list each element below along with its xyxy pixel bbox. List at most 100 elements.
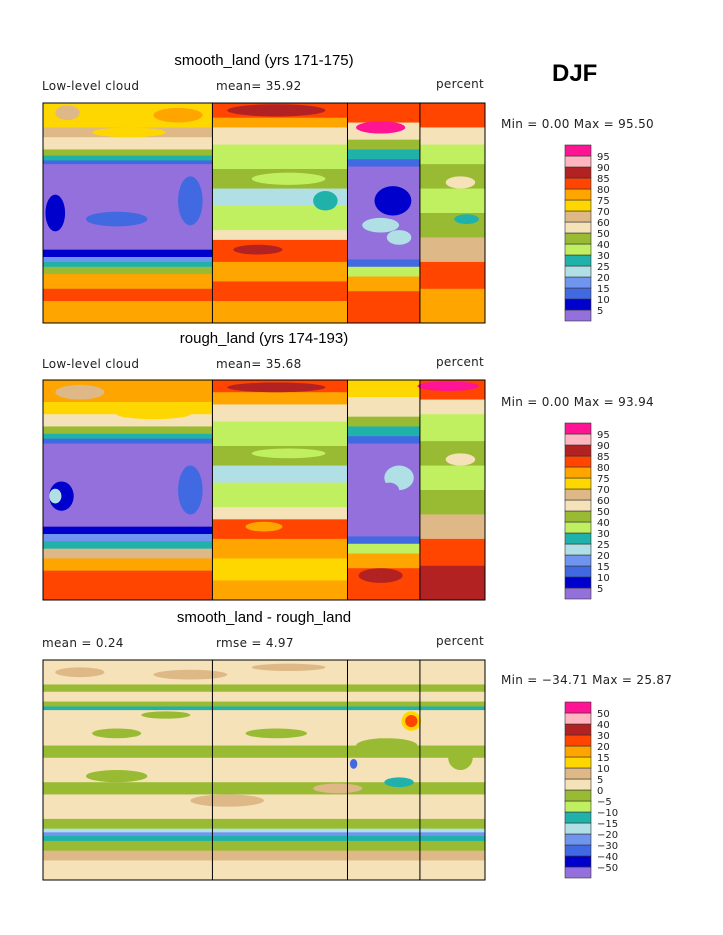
contour-band [43, 149, 213, 157]
colorbar-box [564, 287, 592, 300]
colorbar-tick-label: 10 [597, 573, 610, 584]
contour-blob [233, 244, 283, 255]
contour-blob [362, 217, 400, 233]
colorbar-tick-label: 70 [597, 207, 610, 218]
contour-band [347, 397, 421, 418]
contour-blob [445, 176, 476, 189]
contour-blob [358, 568, 403, 583]
contour-band [43, 438, 213, 445]
contour-band [43, 684, 485, 693]
colorbar-box [564, 466, 592, 479]
contour-blob [55, 105, 80, 121]
colorbar-tick-label: 20 [597, 551, 610, 562]
contour-blob [245, 728, 307, 739]
contour-blob [55, 667, 105, 678]
colorbar-tick-label: 5 [597, 306, 603, 317]
contour-band [212, 538, 348, 559]
colorbar-box [564, 789, 592, 802]
panel-minmax: Min = 0.00 Max = 95.50 [501, 117, 654, 131]
contour-band [43, 701, 485, 707]
colorbar-box [564, 745, 592, 758]
contour-blob [251, 172, 326, 185]
colorbar-tick-label: −50 [597, 863, 618, 874]
colorbar-tick-label: −10 [597, 808, 618, 819]
colorbar-box [564, 309, 592, 322]
contour-band [43, 266, 213, 275]
colorbar-tick-label: −20 [597, 830, 618, 841]
colorbar-tick-label: 95 [597, 152, 610, 163]
colorbar-tick-label: 30 [597, 731, 610, 742]
colorbar-box [564, 188, 592, 201]
colorbar-tick-label: 95 [597, 430, 610, 441]
colorbar-tick-label: 50 [597, 709, 610, 720]
contour-band [43, 433, 213, 440]
colorbar-tick-label: 0 [597, 786, 603, 797]
contour-band [347, 553, 421, 569]
contour-band [43, 526, 213, 535]
contour-band [43, 249, 213, 258]
colorbar-tick-label: 50 [597, 507, 610, 518]
contour-blob [85, 770, 148, 783]
panel-left-label: Low-level cloud [42, 79, 140, 93]
colorbar-box [564, 455, 592, 468]
contour-blob [245, 521, 283, 532]
contour-blob [92, 127, 166, 138]
colorbar-box [564, 576, 592, 589]
contour-band [43, 860, 485, 880]
panel-title: smooth_land (yrs 171-175) [174, 52, 354, 69]
colorbar-tick-label: 70 [597, 485, 610, 496]
colorbar-box [564, 855, 592, 868]
colorbar-box [564, 723, 592, 736]
colorbar-box [564, 232, 592, 245]
panel-title: smooth_land - rough_land [176, 609, 352, 626]
contour-band [212, 519, 348, 540]
colorbar-tick-label: −30 [597, 841, 618, 852]
contour-blob [251, 448, 326, 459]
colorbar-box [564, 543, 592, 556]
contour-blob [379, 482, 400, 498]
contour-band [419, 399, 485, 415]
contour-blob [313, 191, 338, 211]
contour-band [212, 281, 348, 302]
contour-band [43, 850, 485, 861]
contour-band [43, 301, 213, 323]
colorbar-tick-label: 50 [597, 229, 610, 240]
contour-band [212, 144, 348, 170]
colorbar-tick-label: −5 [597, 797, 612, 808]
contour-blob [405, 715, 418, 728]
contour-blob [448, 745, 473, 770]
panel-stat-label: rmse = 4.97 [216, 636, 294, 650]
contour-band [43, 706, 485, 711]
contour-band [43, 155, 213, 161]
colorbar-tick-label: 15 [597, 562, 610, 573]
contour-blob [141, 711, 191, 719]
contour-blob [313, 783, 363, 794]
contour-band [43, 832, 485, 837]
contour-band [212, 230, 348, 241]
colorbar-box [564, 155, 592, 168]
panel-stat-label: mean= 35.92 [216, 79, 302, 93]
colorbar-tick-label: 15 [597, 753, 610, 764]
contour-band [43, 257, 213, 263]
colorbar-box [564, 844, 592, 857]
contour-map-2 [42, 379, 486, 601]
colorbar-tick-label: 60 [597, 496, 610, 507]
colorbar-box [564, 144, 592, 157]
contour-band [43, 836, 485, 842]
contour-blob [49, 488, 62, 504]
contour-band [43, 137, 213, 150]
colorbar-box [564, 521, 592, 534]
contour-band [212, 421, 348, 447]
contour-blob [445, 453, 476, 466]
colorbar-box [564, 756, 592, 769]
panel-minmax: Min = 0.00 Max = 93.94 [501, 395, 654, 409]
colorbar-tick-label: 5 [597, 584, 603, 595]
contour-blob [384, 777, 414, 788]
colorbar-tick-label: 20 [597, 273, 610, 284]
contour-band [43, 745, 485, 759]
colorbar-tick-label: 40 [597, 240, 610, 251]
colorbar-tick-label: 10 [597, 764, 610, 775]
